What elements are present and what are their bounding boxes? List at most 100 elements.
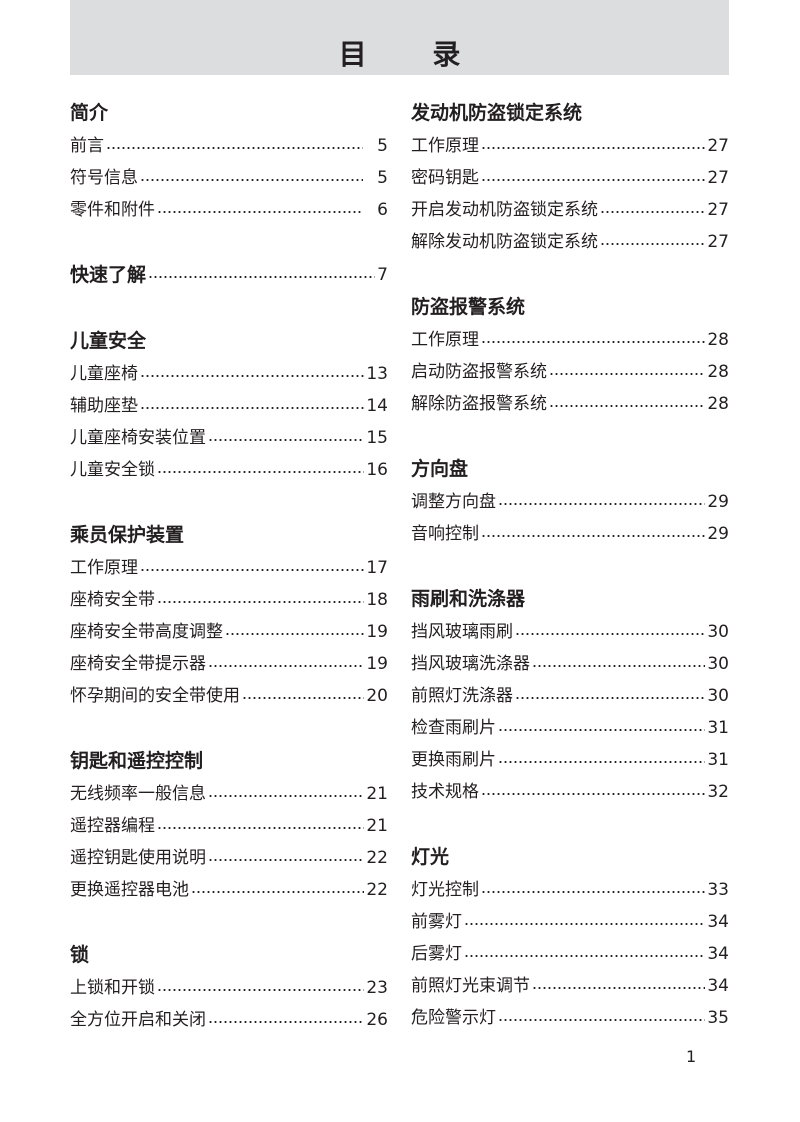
toc-entry-label: 遥控钥匙使用说明 (70, 848, 206, 868)
toc-entry[interactable]: 儿童座椅安装位置 15 (70, 422, 388, 454)
dot-leader (481, 146, 706, 150)
page-ref: 23 (366, 978, 388, 998)
page-ref: 30 (707, 686, 729, 706)
toc-entry[interactable]: 挡风玻璃雨刷 30 (411, 616, 729, 648)
dot-leader (481, 890, 706, 894)
dot-leader (157, 600, 365, 604)
page-ref: 28 (707, 330, 729, 350)
toc-entry[interactable]: 技术规格 32 (411, 776, 729, 808)
dot-leader (157, 210, 364, 214)
toc-entry[interactable]: 解除发动机防盗锁定系统 27 (411, 226, 729, 258)
section-heading-label: 钥匙和遥控控制 (70, 750, 204, 772)
section-heading[interactable]: 灯光 (411, 840, 729, 874)
toc-entry[interactable]: 前照灯光束调节 34 (411, 970, 729, 1002)
section-heading-label: 乘员保护装置 (70, 524, 185, 546)
toc-entry[interactable]: 工作原理 17 (70, 552, 388, 584)
section-heading[interactable]: 防盗报警系统 (411, 290, 729, 324)
toc-entry-label: 开启发动机防盗锁定系统 (411, 200, 598, 220)
page-ref: 13 (366, 364, 388, 384)
toc-entry-label: 检查雨刷片 (411, 718, 496, 738)
toc-entry[interactable]: 开启发动机防盗锁定系统 27 (411, 194, 729, 226)
toc-entry[interactable]: 符号信息 5 (70, 162, 388, 194)
toc-entry[interactable]: 前言 5 (70, 130, 388, 162)
toc-entry[interactable]: 座椅安全带提示器 19 (70, 648, 388, 680)
page-ref: 34 (707, 912, 729, 932)
section-heading[interactable]: 儿童安全 (70, 324, 388, 358)
page-ref: 34 (707, 944, 729, 964)
section-heading[interactable]: 雨刷和洗涤器 (411, 582, 729, 616)
toc-entry[interactable]: 挡风玻璃洗涤器 30 (411, 648, 729, 680)
section-heading-label: 锁 (70, 944, 90, 966)
toc-entry-label: 技术规格 (411, 782, 479, 802)
toc-entry-label: 解除防盗报警系统 (411, 394, 547, 414)
page-ref: 21 (366, 784, 388, 804)
toc-entry[interactable]: 后雾灯 34 (411, 938, 729, 970)
toc-entry[interactable]: 无线频率一般信息 21 (70, 778, 388, 810)
dot-leader (464, 922, 706, 926)
toc-entry[interactable]: 密码钥匙 27 (411, 162, 729, 194)
section-heading[interactable]: 简介 (70, 96, 388, 130)
dot-leader (600, 210, 706, 214)
toc-entry[interactable]: 音响控制 29 (411, 518, 729, 550)
page-ref: 28 (707, 394, 729, 414)
toc-entry[interactable]: 遥控器编程 21 (70, 810, 388, 842)
page-ref: 31 (707, 718, 729, 738)
toc-entry[interactable]: 儿童安全锁 16 (70, 454, 388, 486)
toc-entry[interactable]: 前雾灯 34 (411, 906, 729, 938)
section-heading[interactable]: 方向盘 (411, 452, 729, 486)
section-heading-label: 儿童安全 (70, 330, 147, 352)
dot-leader (515, 696, 706, 700)
toc-entry[interactable]: 工作原理 28 (411, 324, 729, 356)
toc-entry[interactable]: 检查雨刷片 31 (411, 712, 729, 744)
section-heading[interactable]: 锁 (70, 938, 388, 972)
toc-entry-label: 座椅安全带高度调整 (70, 622, 223, 642)
section-heading[interactable]: 钥匙和遥控控制 (70, 744, 388, 778)
page-ref: 35 (707, 1008, 729, 1028)
page-ref: 28 (707, 362, 729, 382)
toc-entry[interactable]: 更换遥控器电池 22 (70, 874, 388, 906)
toc-entry[interactable]: 前照灯洗涤器 30 (411, 680, 729, 712)
toc-entry[interactable]: 怀孕期间的安全带使用 20 (70, 680, 388, 712)
section-heading-label: 雨刷和洗涤器 (411, 588, 526, 610)
toc-entry-label: 无线频率一般信息 (70, 784, 206, 804)
toc-entry[interactable]: 更换雨刷片 31 (411, 744, 729, 776)
toc-section: 方向盘 调整方向盘 29 音响控制 29 (411, 452, 729, 550)
dot-leader (208, 858, 365, 862)
toc-entry[interactable]: 调整方向盘 29 (411, 486, 729, 518)
toc-entry-label: 座椅安全带 (70, 590, 155, 610)
toc-entry-label: 挡风玻璃洗涤器 (411, 654, 530, 674)
toc-entry[interactable]: 全方位开启和关闭 26 (70, 1004, 388, 1036)
dot-leader (140, 406, 365, 410)
dot-leader (140, 178, 364, 182)
toc-entry[interactable]: 上锁和开锁 23 (70, 972, 388, 1004)
dot-leader (208, 1020, 365, 1024)
toc-entry-label: 儿童安全锁 (70, 460, 155, 480)
page-ref: 5 (377, 136, 388, 156)
dot-leader (208, 664, 365, 668)
section-heading[interactable]: 发动机防盗锁定系统 (411, 96, 729, 130)
dot-leader (481, 534, 706, 538)
toc-entry-label: 调整方向盘 (411, 492, 496, 512)
toc-section: 锁上锁和开锁 23 全方位开启和关闭 26 (70, 938, 388, 1036)
dot-leader (600, 242, 706, 246)
toc-entry-label: 怀孕期间的安全带使用 (70, 686, 240, 706)
toc-entry-label: 灯光控制 (411, 880, 479, 900)
toc-entry[interactable]: 灯光控制 33 (411, 874, 729, 906)
dot-leader (208, 794, 365, 798)
page-ref: 27 (707, 168, 729, 188)
toc-entry[interactable]: 危险警示灯 35 (411, 1002, 729, 1034)
toc-entry[interactable]: 遥控钥匙使用说明 22 (70, 842, 388, 874)
toc-entry[interactable]: 零件和附件 6 (70, 194, 388, 226)
section-heading[interactable]: 乘员保护装置 (70, 518, 388, 552)
toc-entry-label: 危险警示灯 (411, 1008, 496, 1028)
toc-entry[interactable]: 儿童座椅 13 (70, 358, 388, 390)
toc-entry[interactable]: 座椅安全带 18 (70, 584, 388, 616)
toc-entry[interactable]: 座椅安全带高度调整 19 (70, 616, 388, 648)
page-ref: 18 (366, 590, 388, 610)
toc-entry[interactable]: 启动防盗报警系统 28 (411, 356, 729, 388)
toc-entry[interactable]: 工作原理 27 (411, 130, 729, 162)
toc-entry[interactable]: 辅助座垫 14 (70, 390, 388, 422)
toc-entry-label: 上锁和开锁 (70, 978, 155, 998)
toc-entry[interactable]: 解除防盗报警系统 28 (411, 388, 729, 420)
section-heading[interactable]: 快速了解 7 (70, 258, 388, 292)
